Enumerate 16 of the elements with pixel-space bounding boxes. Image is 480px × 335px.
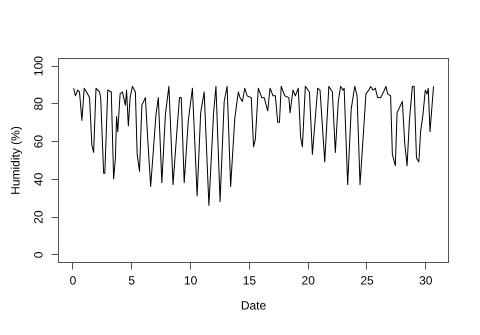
y-axis-title: Humidity (%) <box>8 126 22 195</box>
x-tick-label: 30 <box>419 274 433 288</box>
line-series <box>73 86 434 206</box>
x-tick-label: 10 <box>184 274 198 288</box>
x-tick-label: 20 <box>302 274 316 288</box>
y-tick-label: 80 <box>32 96 46 111</box>
x-tick-label: 15 <box>242 274 256 288</box>
y-tick-label: 0 <box>32 251 46 258</box>
x-tick-label: 5 <box>128 274 136 288</box>
y-tick-label: 40 <box>32 172 46 186</box>
x-tick-label: 25 <box>360 274 374 288</box>
y-tick-label: 20 <box>32 210 46 224</box>
x-tick-label: 0 <box>70 274 77 288</box>
y-tick-label: 100 <box>32 56 46 76</box>
x-axis-title: Date <box>240 298 266 312</box>
y-tick-label: 60 <box>32 134 46 148</box>
